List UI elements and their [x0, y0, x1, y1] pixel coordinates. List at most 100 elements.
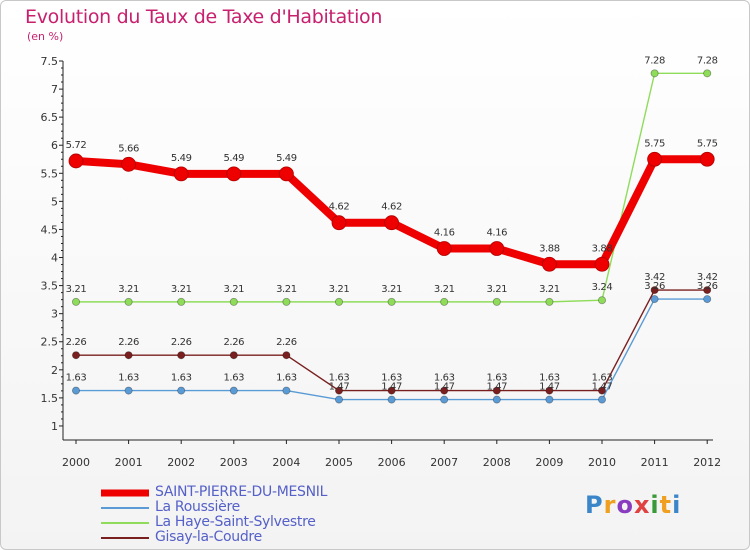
y-tick-label: 3.5	[41, 280, 59, 293]
x-tick-label: 2010	[588, 456, 616, 469]
logo-letter: i	[672, 491, 682, 519]
y-tick-label: 4	[51, 252, 58, 265]
data-point	[650, 69, 659, 78]
data-point	[282, 351, 291, 360]
data-point	[598, 395, 607, 404]
y-tick-label: 4.5	[41, 223, 59, 236]
logo-letter: o	[616, 491, 634, 519]
data-label: 1.47	[434, 382, 455, 393]
legend-item-saint-pierre-du-mesnil[interactable]: SAINT-PIERRE-DU-MESNIL	[101, 484, 421, 500]
data-point	[650, 286, 659, 295]
data-label: 3.88	[539, 243, 560, 254]
x-tick-label: 2006	[378, 456, 406, 469]
legend-item-la-haye-saint-sylvestre[interactable]: La Haye-Saint-Sylvestre	[101, 514, 421, 530]
x-tick-label: 2011	[641, 456, 669, 469]
data-label: 3.24	[592, 282, 613, 293]
data-point	[173, 166, 189, 182]
x-tick-label: 2003	[220, 456, 248, 469]
data-point	[334, 386, 343, 395]
data-point	[598, 386, 607, 395]
legend-swatch	[101, 536, 149, 539]
data-label: 1.63	[486, 373, 507, 384]
y-tick-label: 7.5	[41, 55, 59, 68]
data-point	[177, 386, 186, 395]
x-tick-label: 2012	[693, 456, 721, 469]
data-point	[68, 153, 84, 169]
y-tick-label: 2	[51, 364, 58, 377]
data-point	[492, 395, 501, 404]
legend-label: La Haye-Saint-Sylvestre	[155, 514, 316, 530]
data-label: 1.63	[329, 373, 350, 384]
legend-swatch	[101, 506, 149, 509]
data-label: 1.47	[539, 382, 560, 393]
chart-title: Evolution du Taux de Taxe d'Habitation	[25, 6, 383, 28]
data-label: 4.16	[434, 228, 455, 239]
x-tick-label: 2008	[483, 456, 511, 469]
data-point	[703, 286, 712, 295]
x-tick-label: 2009	[535, 456, 563, 469]
legend-label: Gisay-la-Coudre	[155, 529, 262, 545]
data-point	[124, 386, 133, 395]
data-point	[121, 156, 136, 172]
data-point	[72, 297, 81, 306]
data-point	[384, 215, 400, 231]
data-label: 1.47	[329, 382, 350, 393]
y-tick-label: 2.5	[41, 336, 59, 349]
logo-letter: i	[650, 491, 660, 519]
data-label: 3.21	[486, 284, 507, 295]
data-label: 3.21	[223, 284, 244, 295]
data-point	[489, 241, 505, 256]
data-point	[387, 386, 396, 395]
data-point	[440, 297, 449, 306]
y-tick-label: 7	[51, 83, 58, 96]
y-axis-unit-label: (en %)	[27, 30, 64, 43]
y-tick-label: 6.5	[41, 111, 59, 124]
data-point	[594, 256, 610, 272]
logo-letter: P	[585, 491, 604, 519]
data-label: 1.47	[381, 382, 402, 393]
data-point	[492, 297, 501, 306]
data-point	[703, 295, 712, 304]
legend-item-la-roussiere[interactable]: La Roussière	[101, 499, 421, 515]
data-point	[229, 386, 238, 395]
legend-item-gisay-la-coudre[interactable]: Gisay-la-Coudre	[101, 529, 421, 545]
data-label: 5.75	[644, 138, 665, 149]
y-tick-label: 6	[51, 139, 58, 152]
data-label: 3.21	[539, 284, 560, 295]
data-label: 2.26	[118, 337, 139, 348]
data-point	[647, 151, 662, 167]
y-tick-label: 5	[51, 195, 58, 208]
data-point	[387, 297, 396, 306]
logo-letter: r	[603, 491, 617, 519]
data-point	[331, 215, 347, 231]
data-label: 1.47	[486, 382, 507, 393]
data-label: 1.63	[66, 373, 87, 384]
data-point	[177, 297, 186, 306]
data-label: 1.63	[223, 373, 244, 384]
data-label: 3.21	[381, 284, 402, 295]
data-label: 1.63	[276, 373, 297, 384]
data-label: 2.26	[223, 337, 244, 348]
data-label: 1.47	[592, 382, 613, 393]
data-point	[650, 295, 659, 304]
x-tick-label: 2005	[325, 456, 353, 469]
data-label: 7.28	[644, 55, 665, 66]
data-label: 1.63	[171, 373, 192, 384]
data-label: 7.28	[697, 55, 718, 66]
data-label: 2.26	[171, 337, 192, 348]
data-point	[177, 351, 186, 360]
legend-swatch	[101, 489, 149, 496]
data-point	[72, 351, 81, 360]
legend-label: SAINT-PIERRE-DU-MESNIL	[155, 484, 328, 500]
data-point	[703, 69, 712, 78]
x-tick-label: 2002	[167, 456, 195, 469]
data-label: 3.88	[592, 243, 613, 254]
data-point	[545, 386, 554, 395]
data-point	[436, 241, 452, 256]
data-point	[124, 297, 133, 306]
data-label: 1.63	[539, 373, 560, 384]
data-point	[440, 395, 449, 404]
data-label: 4.62	[329, 202, 350, 213]
